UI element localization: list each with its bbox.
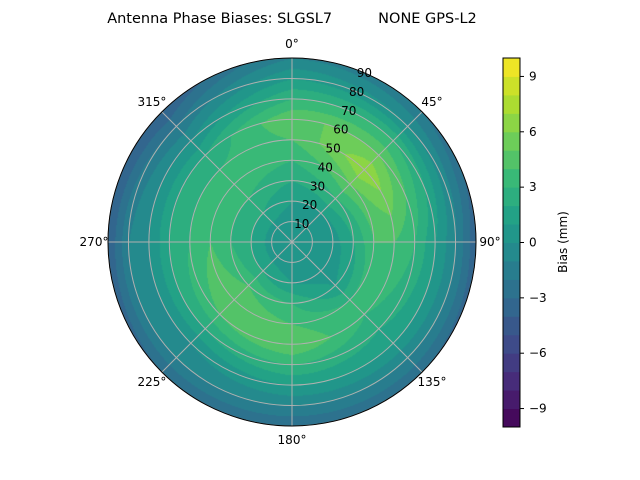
polar-grid xyxy=(107,57,477,427)
colorbar-tick-label: −9 xyxy=(529,402,547,416)
colorbar-band xyxy=(503,353,520,373)
radial-tick-label: 30 xyxy=(310,179,325,193)
radial-tick-label: 70 xyxy=(341,104,356,118)
angular-gridline xyxy=(291,241,423,373)
colorbar-band xyxy=(503,371,520,391)
polar-frame xyxy=(107,57,477,427)
chart-title: Antenna Phase Biases: SLGSL7 NONE GPS-L2 xyxy=(107,11,477,27)
colorbar-band xyxy=(503,224,520,243)
colorbar-band xyxy=(503,408,520,428)
colorbar-tick-label: 6 xyxy=(529,125,537,139)
colorbar-band xyxy=(503,260,520,280)
radial-tick-label: 50 xyxy=(325,142,340,156)
radial-tick-label: 40 xyxy=(318,160,333,174)
colorbar-tick-label: −6 xyxy=(529,346,547,360)
colorbar-band xyxy=(503,242,520,262)
colorbar-band xyxy=(503,94,520,114)
radial-tick-label: 10 xyxy=(294,217,309,231)
colorbar-tick-label: 0 xyxy=(529,236,537,250)
angular-gridline xyxy=(291,111,423,243)
colorbar-band xyxy=(503,150,520,170)
colorbar-band xyxy=(503,279,520,299)
angular-tick-label: 180° xyxy=(278,433,307,447)
colorbar-band xyxy=(503,58,520,77)
colorbar-band xyxy=(503,390,520,410)
angular-tick-label: 45° xyxy=(421,95,442,109)
colorbar-band xyxy=(503,113,520,133)
angular-tick-label: 0° xyxy=(285,37,299,51)
colorbar-band xyxy=(503,334,520,354)
angular-gridline xyxy=(161,241,293,373)
colorbar-band xyxy=(503,76,520,96)
colorbar: −9 −6 −3 0 3 6 9 xyxy=(502,57,547,428)
angular-tick-label: 270° xyxy=(80,235,109,249)
radial-tick-label: 80 xyxy=(349,85,364,99)
colorbar-band xyxy=(503,187,520,207)
angular-gridline xyxy=(161,111,293,243)
colorbar-label: Bias (mm) xyxy=(556,211,570,273)
radial-tick-label: 20 xyxy=(302,198,317,212)
angular-tick-label: 225° xyxy=(138,375,167,389)
colorbar-band xyxy=(503,131,520,151)
angular-tick-label: 90° xyxy=(479,235,500,249)
radial-tick-label: 60 xyxy=(333,123,348,137)
colorbar-band xyxy=(503,297,520,317)
colorbar-tick-label: 3 xyxy=(529,180,537,194)
colorbar-band xyxy=(503,316,520,336)
colorbar-band xyxy=(503,205,520,225)
colorbar-tick-label: 9 xyxy=(529,69,537,83)
angular-tick-label: 135° xyxy=(418,375,447,389)
colorbar-band xyxy=(503,168,520,188)
radial-tick-label: 90 xyxy=(357,66,372,80)
angular-tick-label: 315° xyxy=(138,95,167,109)
colorbar-tick-label: −3 xyxy=(529,291,547,305)
